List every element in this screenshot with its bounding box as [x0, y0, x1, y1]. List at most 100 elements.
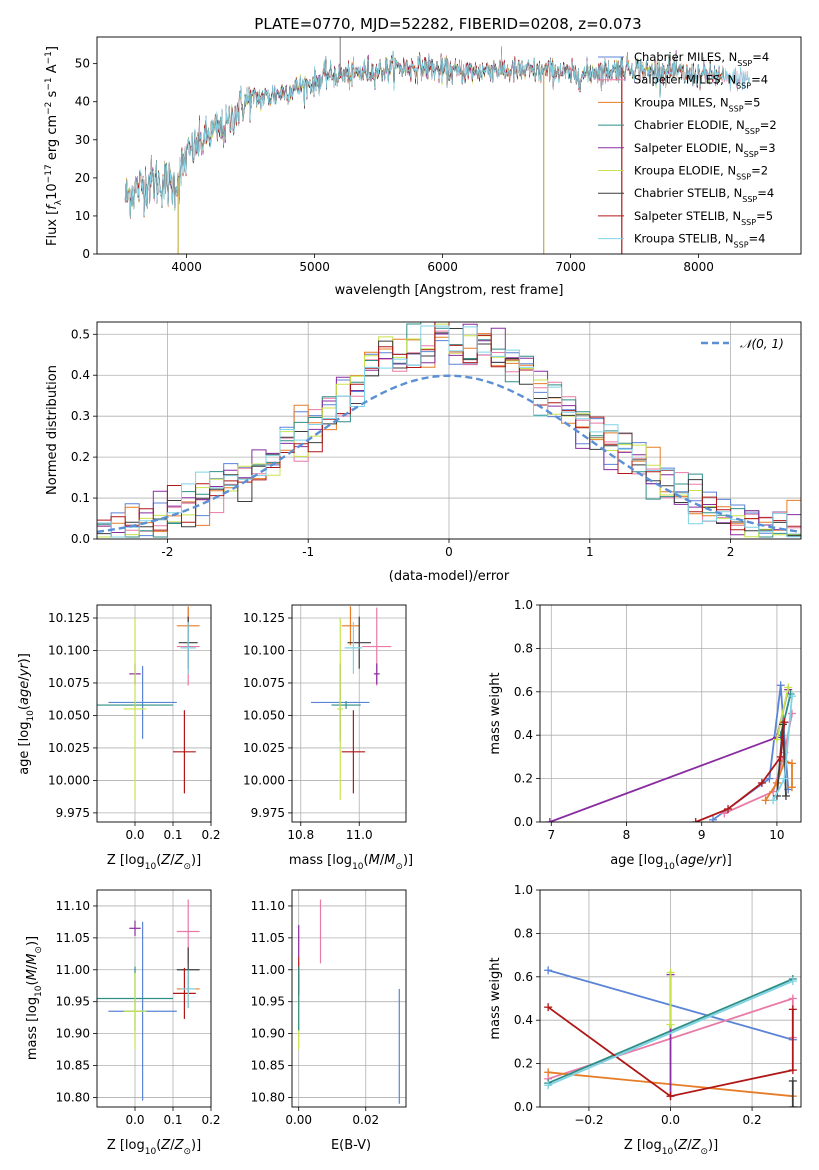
legend: Chabrier MILES, NSSP=4 Salpeter MILES, NS… — [598, 50, 777, 249]
x-tick-label: 6000 — [427, 260, 458, 274]
x-tick-label: −0.2 — [574, 1113, 603, 1127]
x-axis-label: Z [log10(Z/Z⊙)] — [624, 1138, 718, 1157]
legend-label: Salpeter ELODIE, NSSP=3 — [634, 141, 776, 159]
y-axis-label: age [log10(age/yr)] — [17, 653, 36, 775]
x-tick-label: 1 — [586, 545, 594, 559]
y-tick-label: 11.05 — [251, 931, 285, 945]
y-tick-label: 10.075 — [48, 676, 90, 690]
y-tick-label: 10.100 — [243, 643, 285, 657]
marker-salpeter_stelib — [788, 1066, 797, 1075]
legend-label: Chabrier STELIB, NSSP=4 — [634, 186, 774, 204]
y-tick-label: 10.050 — [243, 708, 285, 722]
y-tick-label: 10.025 — [48, 741, 90, 755]
y-tick-label: 10.125 — [243, 611, 285, 625]
y-tick-label: 10 — [75, 209, 90, 223]
error-bars — [311, 606, 392, 800]
legend-label: Salpeter STELIB, NSSP=5 — [634, 209, 773, 227]
marker-chabrier_miles — [765, 774, 774, 783]
weight-vs-age-panel: 7 8 9 10 0.0 0.2 0.4 0.6 0.8 1.0 mass weight age [l… — [488, 598, 802, 872]
marker-salpeter_stelib — [780, 718, 789, 727]
axes-frame — [96, 889, 212, 1108]
legend-label: 𝒩(0, 1) — [740, 337, 784, 351]
x-tick-label: -1 — [302, 545, 314, 559]
marker-kroupa_miles — [787, 759, 796, 768]
legend-label: Kroupa MILES, NSSP=5 — [634, 95, 760, 113]
y-tick-label: 20 — [75, 171, 90, 185]
marker-kroupa_stelib — [788, 977, 797, 986]
marker-salpeter_elodie — [545, 818, 554, 822]
y-tick-label: 10.000 — [243, 773, 285, 787]
y-tick-label: 10.85 — [251, 1059, 285, 1073]
x-tick-label: 0.2 — [743, 1113, 762, 1127]
mass-vs-ebv-panel: 0.00 0.02 10.80 10.85 10.90 10.95 11.00 11.05 11… — [251, 889, 407, 1153]
y-tick-label: 0.8 — [514, 641, 533, 655]
y-tick-label: 0.2 — [71, 450, 90, 464]
spectrum-kroupa_stelib — [124, 49, 750, 219]
x-tick-label: 0.02 — [352, 1113, 379, 1127]
x-axis-label: (data-model)/error — [389, 569, 510, 584]
y-tick-label: 11.00 — [251, 963, 285, 977]
legend-label: Chabrier MILES, NSSP=4 — [634, 50, 769, 68]
y-tick-label: 1.0 — [514, 598, 533, 612]
marker-kroupa_elodie — [772, 735, 781, 744]
marker-chabrier_stelib — [788, 1076, 797, 1085]
y-tick-label: 0.2 — [514, 772, 533, 786]
mass-vs-metallicity-panel: 0.0 0.1 0.2 10.80 10.85 10.90 10.95 11.00 11.05 1… — [25, 889, 221, 1157]
y-tick-label: 0.5 — [71, 327, 90, 341]
y-tick-label: 0.3 — [71, 409, 90, 423]
legend-label: Salpeter MILES, NSSP=4 — [634, 73, 768, 91]
x-tick-label: 0.0 — [125, 828, 144, 842]
y-tick-label: 0.4 — [514, 728, 533, 742]
weight-vs-metallicity-panel: −0.2 0.0 0.2 0.0 0.2 0.4 0.6 0.8 1.0 mass weight Z… — [488, 883, 802, 1157]
axes-frame — [96, 36, 802, 255]
y-tick-label: 0.1 — [71, 491, 90, 505]
error-bars — [97, 899, 200, 1101]
marker-chabrier_miles — [544, 966, 553, 975]
x-axis-label: Z [log10(Z/Z⊙)] — [107, 853, 201, 872]
marker-salpeter_stelib — [757, 778, 766, 787]
series-salpeter_stelib — [547, 1006, 794, 1098]
y-axis-label: mass [log10(M/M⊙)] — [25, 936, 44, 1060]
y-tick-label: 11.10 — [56, 899, 90, 913]
y-tick-label: 0.0 — [71, 532, 90, 546]
y-tick-label: 9.975 — [251, 806, 285, 820]
series-kroupa_elodie — [776, 687, 790, 740]
marker-kroupa_miles — [544, 1068, 553, 1077]
marker-salpeter_miles — [787, 709, 796, 718]
normal-reference-curve — [97, 374, 801, 533]
error-bars — [97, 606, 200, 800]
marker-salpeter_stelib — [788, 1005, 797, 1014]
y-tick-label: 10.95 — [251, 995, 285, 1009]
marker-salpeter_stelib — [691, 818, 700, 822]
axes-frame — [96, 604, 212, 823]
y-tick-label: 10.95 — [56, 995, 90, 1009]
y-tick-label: 11.05 — [56, 931, 90, 945]
x-tick-label: 5000 — [299, 260, 330, 274]
y-tick-label: 10.100 — [48, 643, 90, 657]
histograms — [97, 322, 801, 538]
marker-kroupa_elodie — [666, 1020, 675, 1029]
y-tick-label: 10.025 — [243, 741, 285, 755]
x-tick-label: 0.2 — [201, 828, 220, 842]
marker-kroupa_stelib — [769, 796, 778, 805]
y-tick-label: 0.6 — [514, 685, 533, 699]
y-tick-label: 0.8 — [514, 926, 533, 940]
age-vs-metallicity-panel: 0.0 0.1 0.2 9.975 10.000 10.025 10.050 10.075 10… — [17, 604, 221, 872]
legend-label: Kroupa ELODIE, NSSP=2 — [634, 164, 768, 182]
axes-frame — [539, 604, 802, 823]
x-tick-label: 0 — [445, 545, 453, 559]
marker-salpeter_stelib — [544, 1003, 553, 1012]
y-tick-label: 11.00 — [56, 963, 90, 977]
x-axis-label: age [log10(age/yr)] — [610, 853, 732, 872]
y-axis-label: Flux [fλ10−17 erg cm−2 s−1 A−1] — [44, 46, 64, 246]
y-tick-label: 1.0 — [514, 883, 533, 897]
x-axis-label: mass [log10(M/M⊙)] — [289, 853, 413, 872]
x-tick-label: 0.00 — [285, 1113, 312, 1127]
spectrum-lines — [124, 37, 751, 254]
x-tick-label: 0.1 — [163, 828, 182, 842]
marker-kroupa_miles — [787, 783, 796, 792]
y-tick-label: 0.0 — [514, 1100, 533, 1114]
x-tick-label: 9 — [698, 828, 706, 842]
series-kroupa_stelib — [547, 980, 794, 1087]
marker-salpeter_stelib — [724, 804, 733, 813]
